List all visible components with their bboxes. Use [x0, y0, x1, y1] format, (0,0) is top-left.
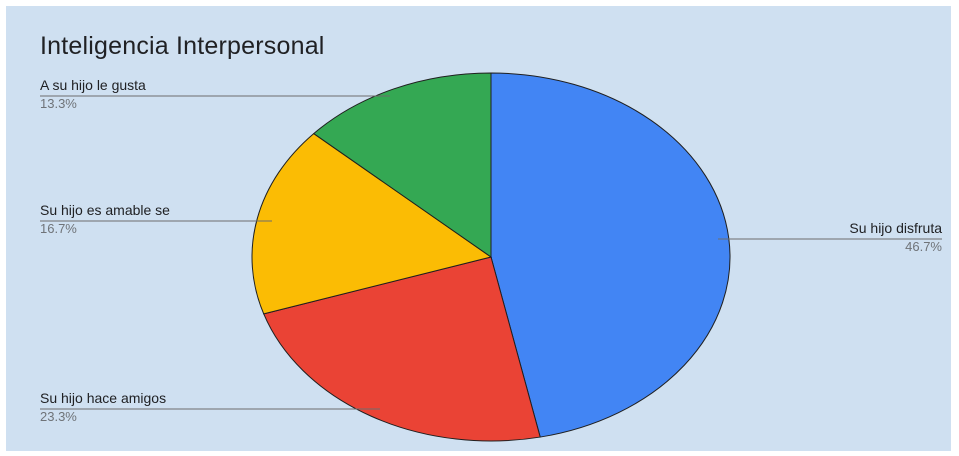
slice-label-4: A su hijo le gusta: [40, 77, 146, 93]
slice-label-2: Su hijo hace amigos: [40, 390, 166, 406]
pie-slice-1: [490, 72, 731, 438]
chart-title: Inteligencia Interpersonal: [40, 32, 325, 60]
slice-percent-2: 23.3%: [40, 409, 77, 424]
slice-label-3: Su hijo es amable se: [40, 202, 170, 218]
slice-label-1: Su hijo disfruta: [849, 220, 942, 236]
slice-percent-4: 13.3%: [40, 96, 77, 111]
slice-percent-1: 46.7%: [905, 239, 942, 254]
pie-slice-3: [251, 132, 493, 315]
pie-slice-4: [312, 72, 492, 258]
pie-slice-2: [263, 256, 541, 442]
slice-percent-3: 16.7%: [40, 221, 77, 236]
